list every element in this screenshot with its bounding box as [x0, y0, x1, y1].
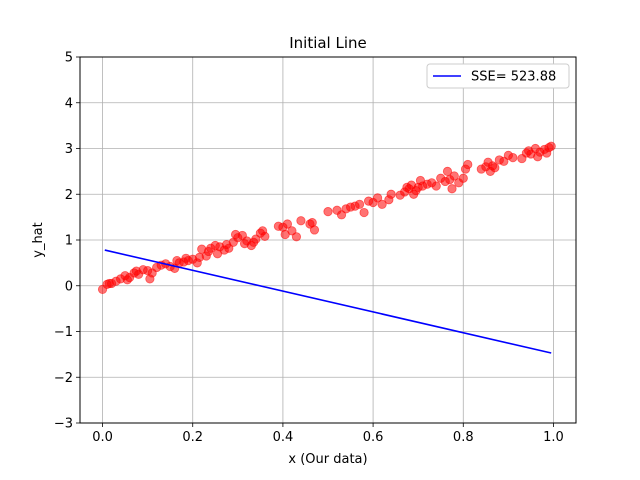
fitted-line	[104, 249, 552, 354]
x-tick-label: 1.0	[543, 430, 564, 445]
scatter-point	[291, 232, 302, 242]
scatter-point	[490, 163, 500, 173]
y-tick-label: −1	[54, 325, 73, 340]
scatter-point	[260, 231, 270, 241]
x-axis-label: x (Our data)	[288, 452, 367, 467]
scatter-point	[386, 189, 396, 199]
scatter-point	[463, 159, 473, 170]
y-tick-label: 3	[65, 142, 73, 157]
legend: SSE= 523.88	[426, 63, 570, 89]
scatter-point	[296, 216, 306, 226]
scatter-point	[449, 171, 459, 181]
chart-title: Initial Line	[289, 34, 367, 52]
y-tick-label: −3	[54, 417, 73, 432]
scatter-point	[359, 207, 369, 218]
scatter-point	[309, 225, 320, 235]
y-tick-label: 2	[65, 188, 73, 203]
y-tick-label: 1	[65, 234, 73, 249]
x-tick-label: 0.2	[182, 430, 203, 445]
scatter-point	[447, 184, 457, 194]
scatter-point	[431, 181, 441, 191]
x-tick-label: 0.6	[363, 430, 384, 445]
scatter-point	[458, 173, 468, 183]
data-layer	[97, 141, 556, 354]
x-tick-label: 0.0	[92, 430, 113, 445]
scatter-point	[372, 193, 383, 203]
y-axis-label: y_hat	[31, 222, 46, 258]
y-tick-label: 5	[65, 51, 73, 66]
legend-label: SSE= 523.88	[471, 70, 556, 85]
x-tick-label: 0.8	[453, 430, 474, 445]
scatter-point	[546, 141, 556, 151]
scatter-point	[442, 166, 453, 176]
scatter-point	[354, 199, 365, 209]
legend-box	[426, 63, 570, 89]
ticks: 0.0 0.2 0.4 0.6 0.8 1.0 −3 −2 −1 0 1 2 3 4 5	[54, 51, 564, 446]
scatter-point	[508, 153, 518, 163]
y-tick-label: 0	[65, 279, 73, 294]
scatter-point	[282, 219, 293, 229]
scatter-point	[377, 199, 387, 209]
scatter-point	[323, 207, 333, 217]
y-tick-label: −2	[54, 371, 73, 386]
x-tick-label: 0.4	[273, 430, 294, 445]
y-tick-label: 4	[65, 96, 73, 111]
